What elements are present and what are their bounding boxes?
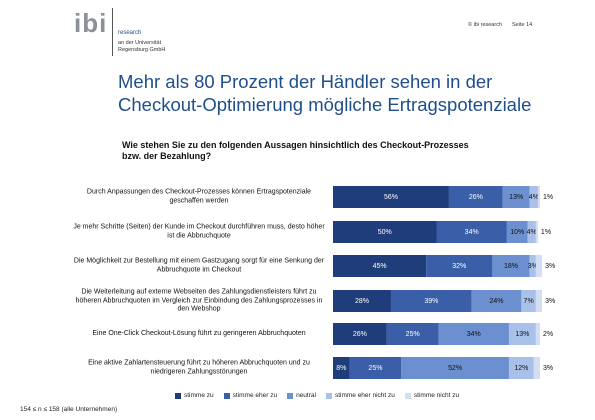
legend-item: stimme eher zu [223,392,278,399]
bar-segment [436,221,507,243]
bar-segment [535,255,543,277]
category-label: Eine aktive Zahlartensteuerung führt zu … [88,359,310,376]
bar-segment [471,290,522,312]
logo-sub: research [118,30,142,36]
bar-segment [508,323,536,345]
value-label: 3% [545,298,555,305]
legend-label: neutral [296,392,316,399]
subtitle-line: Wie stehen Sie zu den folgenden Aussagen… [122,140,469,150]
legend-item: stimme nicht zu [404,392,460,399]
value-label: 45% [373,263,387,270]
copyright: © ibi research [468,22,503,28]
value-label: 3% [545,263,555,270]
value-label: 3% [543,365,553,372]
bar-segment [533,357,540,379]
value-label: 3% [528,263,538,270]
bar-segment [506,221,528,243]
value-label: 12% [514,365,528,372]
legend-item: stimme eher nicht zu [325,392,395,399]
value-label: 32% [452,263,466,270]
bar-segment [502,186,530,208]
value-label: 24% [490,298,504,305]
bar-segment [527,221,536,243]
value-label: 18% [504,263,518,270]
value-label: 4% [527,229,537,236]
legend-swatch [325,392,332,399]
legend-label: stimme zu [184,392,214,399]
title-line: Mehr als 80 Prozent der Händler sehen in… [118,71,493,92]
value-label: 34% [465,229,479,236]
value-label: 8% [336,365,346,372]
value-label: 13% [515,331,529,338]
value-label: 39% [424,298,438,305]
bar-segment [529,186,538,208]
bar-segment [401,357,509,379]
bar-segment [386,323,439,345]
bar-segment [333,255,427,277]
bar-segment [535,290,543,312]
legend-swatch [404,392,411,399]
legend-label: stimme nicht zu [413,392,460,399]
bar-segment [333,323,387,345]
subtitle: Wie stehen Sie zu den folgenden Aussagen… [122,140,469,162]
value-label: 26% [469,194,483,201]
bar-segment [333,186,449,208]
value-label: 7% [524,298,534,305]
bar-segment [426,255,493,277]
bar-segment [333,357,350,379]
category-label: Durch Anpassungen des Checkout-Prozesses… [86,188,312,205]
bar-segment [508,357,534,379]
bar-segment [521,290,536,312]
bar-segment [390,290,472,312]
legend-item: stimme zu [175,392,214,399]
category-label: Die Möglichkeit zur Bestellung mit einem… [73,257,325,274]
bar-segment [535,323,540,345]
institution: an der Universität Regensburg GmbH [118,40,166,53]
value-label: 26% [353,331,367,338]
legend: stimme zu stimme eher zu neutral stimme ehe… [175,392,459,399]
value-label: 1% [541,229,551,236]
bar-segment [333,221,437,243]
value-label: 28% [355,298,369,305]
category-label: Die Weiterleitung auf externe Webseiten … [75,288,323,313]
note: 154 ≤ n ≤ 158 (alle Unternehmen) [20,406,118,413]
category-label: Je mehr Schritte (Seiten) der Kunde im C… [73,223,325,240]
legend-swatch [287,392,294,399]
legend-label: stimme eher nicht zu [334,392,395,399]
bar-segment [492,255,530,277]
value-label: 50% [378,229,392,236]
title-line: Checkout-Optimierung mögliche Ertragspot… [118,94,532,115]
bar-segment [448,186,503,208]
category-label: Eine One-Click Checkout-Lösung führt zu … [92,329,306,337]
legend-swatch [223,392,230,399]
value-label: 56% [384,194,398,201]
value-label: 2% [543,331,553,338]
legend-swatch [175,392,181,399]
title: Mehr als 80 Prozent der Händler sehen in… [118,70,531,116]
bar-segment [438,323,509,345]
value-label: 25% [406,331,420,338]
value-label: 1% [543,194,553,201]
bar-segment [349,357,402,379]
bar-segment [537,186,540,208]
legend-item: neutral [287,392,316,399]
bar-segment [529,255,536,277]
value-label: 13% [509,194,523,201]
value-label: 34% [467,331,481,338]
legend-label: stimme eher zu [232,392,278,399]
value-label: 10% [510,229,524,236]
value-label: 52% [448,365,462,372]
bar-segment [535,221,538,243]
bar-segment [333,290,391,312]
value-label: 25% [368,365,382,372]
logo-divider [112,8,113,56]
logo: ibi [74,8,108,38]
value-label: 4% [529,194,539,201]
subtitle-line: bzw. der Bezahlung? [122,151,212,161]
page-number: Seite 14 [512,22,533,28]
